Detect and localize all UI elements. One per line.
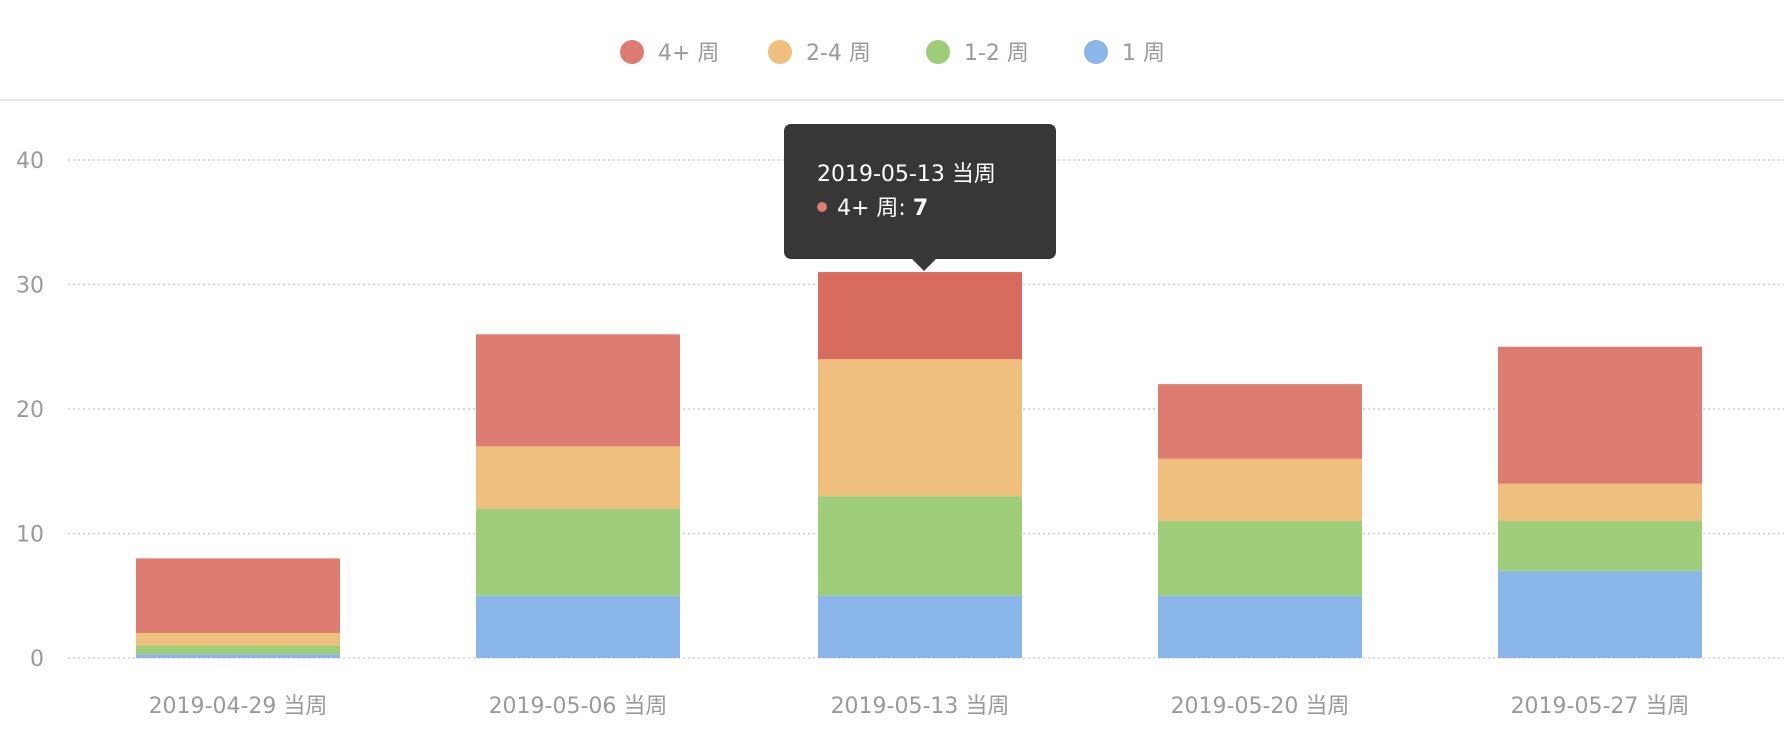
bar-segment-1-5[interactable] bbox=[1498, 570, 1702, 658]
tooltip-series-label: 4+ 周: bbox=[837, 196, 913, 221]
y-tick-label: 20 bbox=[16, 398, 44, 423]
legend-item-1[interactable]: 1 周 bbox=[1084, 40, 1165, 66]
legend-marker-icon bbox=[1084, 40, 1108, 64]
legend-item-2-4[interactable]: 2-4 周 bbox=[768, 40, 871, 66]
legend-item-1-2[interactable]: 1-2 周 bbox=[926, 40, 1029, 66]
bar-segment-4plus-4[interactable] bbox=[1158, 384, 1362, 459]
x-tick-label: 2019-05-20 当周 bbox=[1171, 694, 1350, 719]
tooltip-dot-icon bbox=[817, 202, 827, 212]
bar-segment-4plus-1[interactable] bbox=[136, 558, 340, 634]
bar-segment-1-2-1[interactable] bbox=[136, 645, 340, 655]
bar-segment-2-4-5[interactable] bbox=[1498, 483, 1702, 522]
legend-marker-icon bbox=[926, 40, 950, 64]
bar-segment-2-4-2[interactable] bbox=[476, 446, 680, 509]
legend-marker-icon bbox=[768, 40, 792, 64]
tooltip-title: 2019-05-13 当周 bbox=[817, 162, 996, 187]
x-tick-label: 2019-05-06 当周 bbox=[489, 694, 668, 719]
bar-segment-1-2[interactable] bbox=[476, 595, 680, 658]
bar-segment-1-2-5[interactable] bbox=[1498, 521, 1702, 571]
bar-segment-4plus-2[interactable] bbox=[476, 334, 680, 447]
x-tick-label: 2019-05-13 当周 bbox=[831, 694, 1010, 719]
y-tick-label: 40 bbox=[16, 149, 44, 174]
legend-label: 2-4 周 bbox=[806, 41, 871, 66]
bar-segment-2-4-3[interactable] bbox=[818, 359, 1022, 497]
legend-label: 4+ 周 bbox=[658, 41, 719, 66]
bar-segment-1-2-3[interactable] bbox=[818, 496, 1022, 596]
bar-stack-5[interactable] bbox=[1498, 346, 1702, 658]
bar-stack-3[interactable] bbox=[818, 272, 1022, 658]
tooltip-row: 4+ 周: 7 bbox=[817, 194, 1056, 224]
legend-marker-icon bbox=[620, 40, 644, 64]
y-axis-ticks: 0 10 20 30 40 bbox=[16, 149, 44, 672]
bar-segment-1-3[interactable] bbox=[818, 595, 1022, 658]
y-tick-label: 30 bbox=[16, 274, 44, 299]
bar-segment-4plus-5[interactable] bbox=[1498, 346, 1702, 484]
bar-segment-1-2-2[interactable] bbox=[476, 508, 680, 596]
chart-tooltip: 2019-05-13 当周 4+ 周: 7 bbox=[784, 124, 1056, 271]
bar-segment-2-4-4[interactable] bbox=[1158, 458, 1362, 522]
legend-item-4plus[interactable]: 4+ 周 bbox=[620, 40, 719, 66]
bar-segment-2-4-1[interactable] bbox=[136, 633, 340, 646]
tooltip-value: 7 bbox=[912, 196, 929, 221]
bar-stack-2[interactable] bbox=[476, 334, 680, 658]
bar-stack-4[interactable] bbox=[1158, 384, 1362, 658]
bar-segment-1-2-4[interactable] bbox=[1158, 521, 1362, 596]
bar-stacks[interactable] bbox=[136, 272, 1702, 658]
x-tick-label: 2019-05-27 当周 bbox=[1511, 694, 1690, 719]
x-tick-label: 2019-04-29 当周 bbox=[149, 694, 328, 719]
bar-segment-4plus-3[interactable] bbox=[818, 272, 1022, 360]
y-tick-label: 0 bbox=[30, 647, 44, 672]
chart-legend[interactable]: 4+ 周 2-4 周 1-2 周 1 周 bbox=[620, 40, 1165, 66]
bar-segment-1-4[interactable] bbox=[1158, 595, 1362, 658]
x-axis-ticks: 2019-04-29 当周 2019-05-06 当周 2019-05-13 当周 2… bbox=[149, 694, 1690, 719]
legend-label: 1 周 bbox=[1122, 41, 1165, 66]
bar-stack-1[interactable] bbox=[136, 558, 340, 658]
bar-segment-1-1[interactable] bbox=[136, 654, 340, 658]
legend-label: 1-2 周 bbox=[964, 41, 1029, 66]
y-tick-label: 10 bbox=[16, 523, 44, 548]
